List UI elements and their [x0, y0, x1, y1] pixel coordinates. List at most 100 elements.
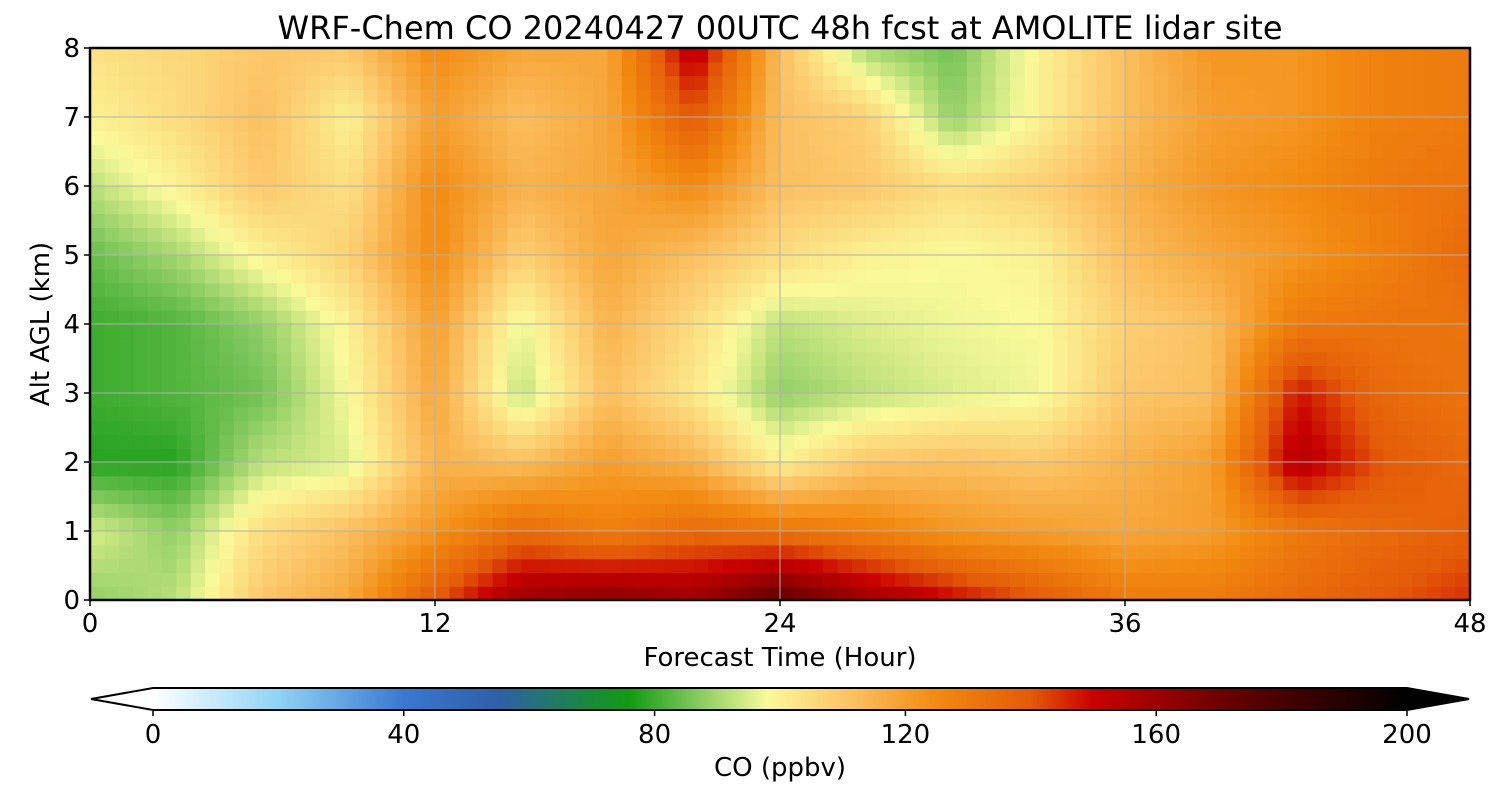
heatmap-cell [981, 268, 997, 284]
heatmap-cell [262, 186, 278, 201]
heatmap-cell [1153, 572, 1169, 587]
heatmap-cell [1182, 158, 1198, 173]
heatmap-cell [190, 227, 206, 242]
heatmap-cell [1067, 130, 1083, 146]
heatmap-cell [550, 89, 565, 104]
heatmap-cell [1211, 268, 1227, 284]
heatmap-cell [722, 75, 738, 90]
heatmap-cell [406, 586, 422, 601]
heatmap-cell [808, 186, 824, 201]
heatmap-cell [578, 448, 594, 463]
heatmap-cell [1383, 227, 1399, 242]
heatmap-cell [593, 186, 609, 201]
heatmap-cell [1096, 241, 1112, 256]
heatmap-cell [1110, 213, 1126, 228]
heatmap-cell [1168, 89, 1184, 104]
heatmap-cell [1139, 351, 1155, 366]
heatmap-cell [1067, 586, 1083, 601]
heatmap-cell [636, 172, 652, 187]
heatmap-cell [219, 213, 235, 228]
heatmap-cell [233, 130, 249, 146]
heatmap-cell [478, 61, 494, 77]
heatmap-cell [420, 241, 436, 256]
heatmap-cell [276, 282, 292, 297]
heatmap-cell [205, 351, 220, 366]
heatmap-cell [1426, 420, 1442, 435]
heatmap-cell [1340, 213, 1356, 228]
heatmap-cell [492, 144, 508, 159]
heatmap-cell [1441, 434, 1457, 449]
heatmap-cell [780, 406, 795, 422]
x-tick-label: 12 [418, 609, 451, 639]
heatmap-cell [1326, 158, 1342, 173]
heatmap-cell [406, 103, 422, 118]
heatmap-cell [851, 351, 867, 366]
heatmap-cell [808, 420, 824, 435]
heatmap-cell [521, 572, 537, 587]
heatmap-cell [1010, 144, 1025, 159]
heatmap-cell [1383, 61, 1399, 77]
heatmap-cell [1038, 558, 1054, 573]
heatmap-cell [1369, 420, 1385, 435]
heatmap-cell [435, 61, 450, 77]
heatmap-cell [176, 130, 192, 146]
heatmap-cell [1067, 420, 1083, 435]
heatmap-cell [291, 268, 307, 284]
heatmap-cell [118, 351, 134, 366]
heatmap-cell [348, 213, 364, 228]
heatmap-cell [205, 544, 220, 560]
heatmap-cell [1110, 199, 1126, 215]
heatmap-cell [1326, 227, 1342, 242]
heatmap-cell [1010, 572, 1025, 587]
heatmap-cell [923, 462, 939, 477]
heatmap-cell [808, 158, 824, 173]
heatmap-cell [190, 517, 206, 532]
heatmap-cell [1383, 186, 1399, 201]
heatmap-cell [90, 310, 105, 325]
heatmap-cell [291, 337, 307, 353]
heatmap-cell [923, 268, 939, 284]
heatmap-cell [1067, 379, 1083, 394]
heatmap-cell [449, 544, 465, 560]
heatmap-cell [492, 475, 508, 491]
heatmap-cell [1096, 379, 1112, 394]
heatmap-cell [492, 213, 508, 228]
heatmap-cell [305, 586, 321, 601]
heatmap-cell [305, 324, 321, 339]
heatmap-cell [665, 213, 680, 228]
heatmap-cell [1153, 48, 1169, 63]
heatmap-cell [823, 296, 839, 311]
heatmap-cell [1426, 213, 1442, 228]
heatmap-cell [808, 544, 824, 560]
heatmap-cell [837, 586, 853, 601]
heatmap-cell [1125, 227, 1140, 242]
heatmap-cell [607, 503, 623, 518]
heatmap-cell [808, 172, 824, 187]
heatmap-cell [564, 462, 580, 477]
heatmap-cell [1311, 558, 1327, 573]
heatmap-cell [981, 117, 997, 132]
heatmap-cell [1196, 475, 1212, 491]
heatmap-cell [291, 365, 307, 380]
heatmap-cell [90, 213, 105, 228]
heatmap-cell [1081, 213, 1097, 228]
heatmap-cell [420, 144, 436, 159]
heatmap-cell [1254, 255, 1270, 270]
heatmap-cell [1398, 296, 1414, 311]
heatmap-cell [679, 186, 695, 201]
heatmap-cell [449, 268, 465, 284]
heatmap-cell [593, 117, 609, 132]
heatmap-cell [1010, 420, 1025, 435]
heatmap-cell [391, 117, 407, 132]
heatmap-cell [1153, 213, 1169, 228]
heatmap-cell [981, 420, 997, 435]
heatmap-cell [506, 572, 522, 587]
heatmap-cell [1340, 379, 1356, 394]
heatmap-cell [1225, 268, 1241, 284]
heatmap-cell [334, 48, 350, 63]
heatmap-cell [320, 572, 335, 587]
heatmap-cell [248, 572, 264, 587]
heatmap-cell [1125, 61, 1140, 77]
heatmap-cell [391, 434, 407, 449]
heatmap-cell [851, 489, 867, 504]
